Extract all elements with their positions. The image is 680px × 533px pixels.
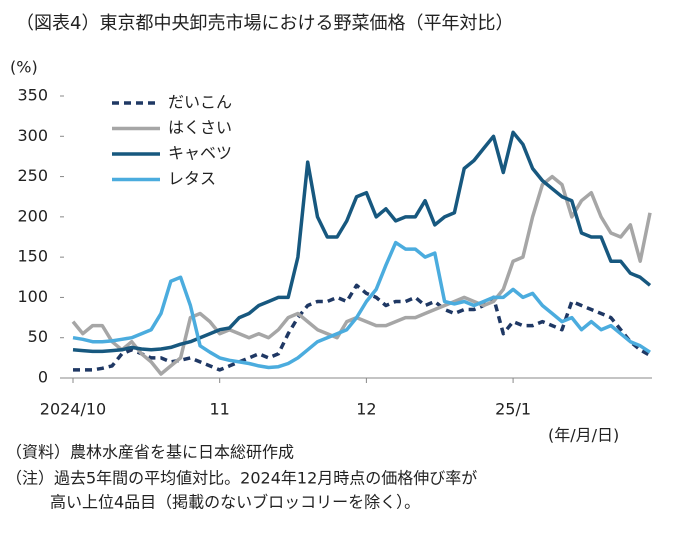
x-axis-label: (年/月/日)	[548, 426, 619, 445]
y-tick-label: 350	[17, 86, 48, 105]
y-axis-label: (%)	[10, 58, 38, 77]
series-line	[72, 130, 652, 354]
y-tick-label: 250	[17, 166, 48, 185]
y-tick-label: 200	[17, 206, 48, 225]
series-line	[71, 174, 652, 376]
note: （注）過去5年間の平均値対比。2024年12月時点の価格伸び率が	[6, 469, 477, 488]
y-tick-label: 150	[17, 247, 48, 266]
legend-label: キャベツ	[168, 144, 232, 163]
y-tick-label: 50	[28, 327, 48, 346]
y-tick-label: 300	[17, 126, 48, 145]
y-tick-label: 0	[38, 368, 48, 387]
x-tick-label: 25/1	[495, 400, 531, 419]
note: 高い上位4品目（掲載のないブロッコリーを除く）。	[50, 493, 420, 512]
legend-label: レタス	[168, 169, 216, 188]
x-tick-label: 11	[210, 400, 230, 419]
series-line	[72, 240, 651, 370]
x-tick-label: 2024/10	[40, 400, 106, 419]
y-tick-label: 100	[17, 287, 48, 306]
legend-label: だいこん	[168, 93, 232, 112]
chart-title: （図表4）東京都中央卸売市場における野菜価格（平年対比）	[16, 13, 513, 34]
source-note: （資料）農林水産省を基に日本総研作成	[6, 443, 294, 462]
legend-label: はくさい	[168, 118, 232, 137]
x-tick-label: 12	[356, 400, 376, 419]
series-line	[73, 283, 651, 372]
